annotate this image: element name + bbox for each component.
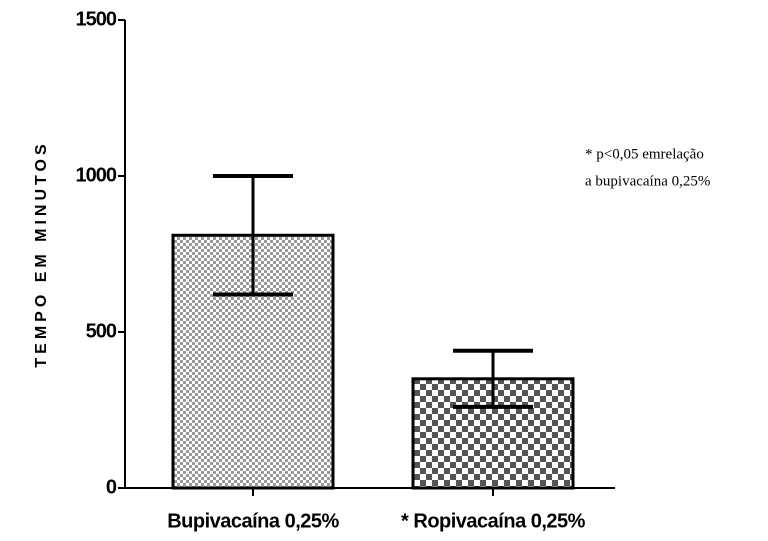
annotation: a bupivacaína 0,25% xyxy=(585,173,710,189)
y-tick-label: 0 xyxy=(106,476,117,498)
y-tick-label: 1500 xyxy=(76,8,117,30)
x-tick-label: Bupivacaína 0,25% xyxy=(167,510,339,532)
x-tick-label: * Ropivacaína 0,25% xyxy=(401,510,586,532)
y-tick-label: 1000 xyxy=(76,164,117,186)
annotation: * p<0,05 emrelação xyxy=(585,146,704,162)
y-axis-label: TEMPO EM MINUTOS xyxy=(33,140,50,367)
y-tick-label: 500 xyxy=(86,320,117,342)
